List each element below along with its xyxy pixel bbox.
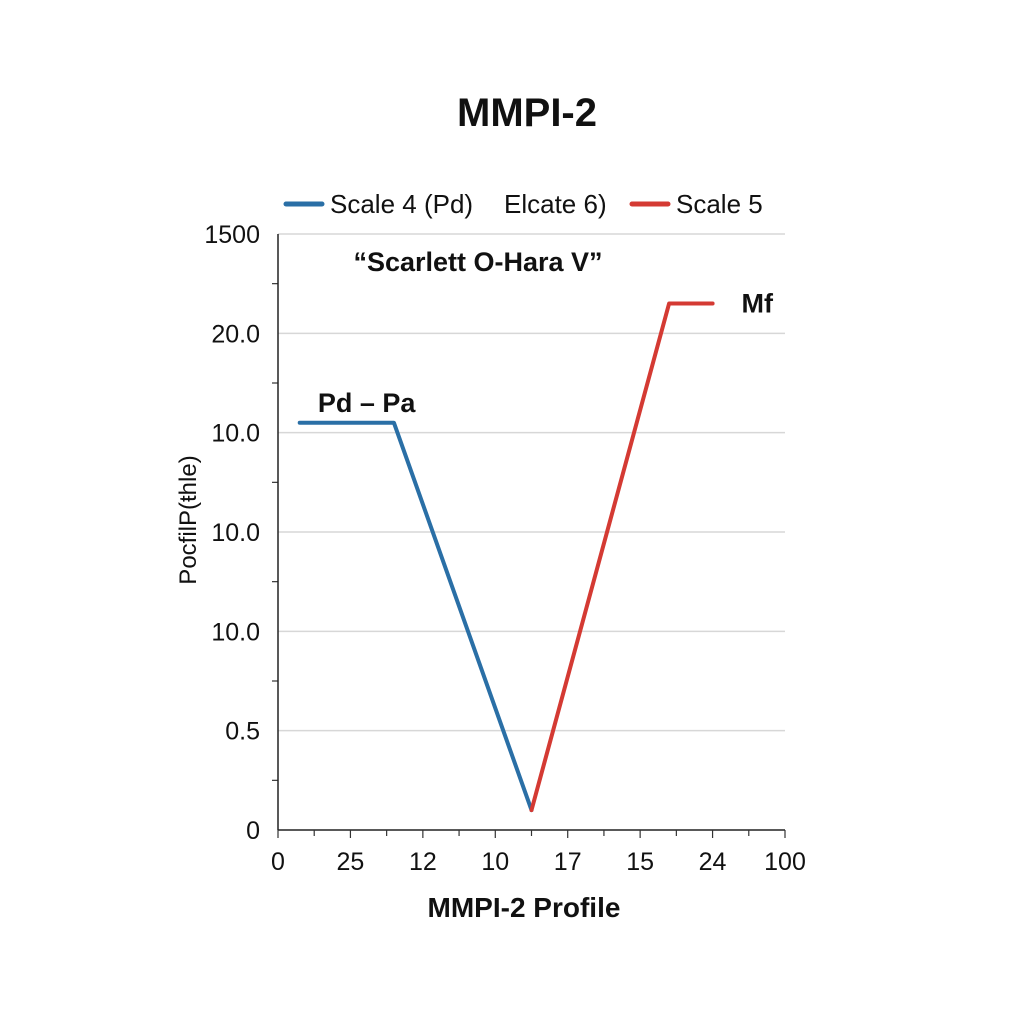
x-tick-label: 17 (554, 848, 582, 876)
series-lines (297, 301, 715, 813)
series-line (529, 301, 715, 813)
legend: Scale 4 (Pd) Elcate 6) Scale 5 (283, 189, 763, 219)
series-line (297, 420, 534, 813)
x-tick-label: 25 (337, 848, 365, 876)
y-tick-label: 10.0 (211, 420, 260, 448)
y-tick-label: 20.0 (211, 320, 260, 348)
annotation-label: Pd – Pa (318, 388, 417, 418)
legend-label: Scale 5 (676, 189, 763, 219)
x-tick-label: 24 (699, 848, 727, 876)
chart-subtitle: “Scarlett O-Hara V” (353, 247, 602, 277)
y-axis-label: PocfilP(ŧhle) (175, 455, 202, 584)
axes (272, 234, 786, 838)
annotation-label: Mf (742, 289, 774, 319)
y-tick-label: 0 (246, 817, 260, 845)
chart-title: MMPI-2 (457, 91, 597, 135)
gridlines (278, 233, 785, 732)
legend-label: Scale 4 (Pd) (330, 189, 473, 219)
x-tick-label: 10 (481, 848, 509, 876)
y-tick-label: 0.5 (225, 718, 260, 746)
y-tick-labels: 0 0.5 10.0 10.0 10.0 20.0 1500 (204, 221, 260, 845)
x-axis-label: MMPI-2 Profile (428, 892, 621, 923)
x-tick-labels: 0 25 12 10 17 15 24 100 (271, 848, 806, 876)
y-tick-label: 1500 (204, 221, 260, 249)
x-tick-label: 12 (409, 848, 437, 876)
x-tick-label: 15 (626, 848, 654, 876)
y-tick-label: 10.0 (211, 519, 260, 547)
x-tick-label: 0 (271, 848, 285, 876)
legend-label: Elcate 6) (504, 189, 607, 219)
y-tick-label: 10.0 (211, 618, 260, 646)
annotations: Pd – Pa Mf (318, 289, 774, 418)
x-tick-label: 100 (764, 848, 806, 876)
